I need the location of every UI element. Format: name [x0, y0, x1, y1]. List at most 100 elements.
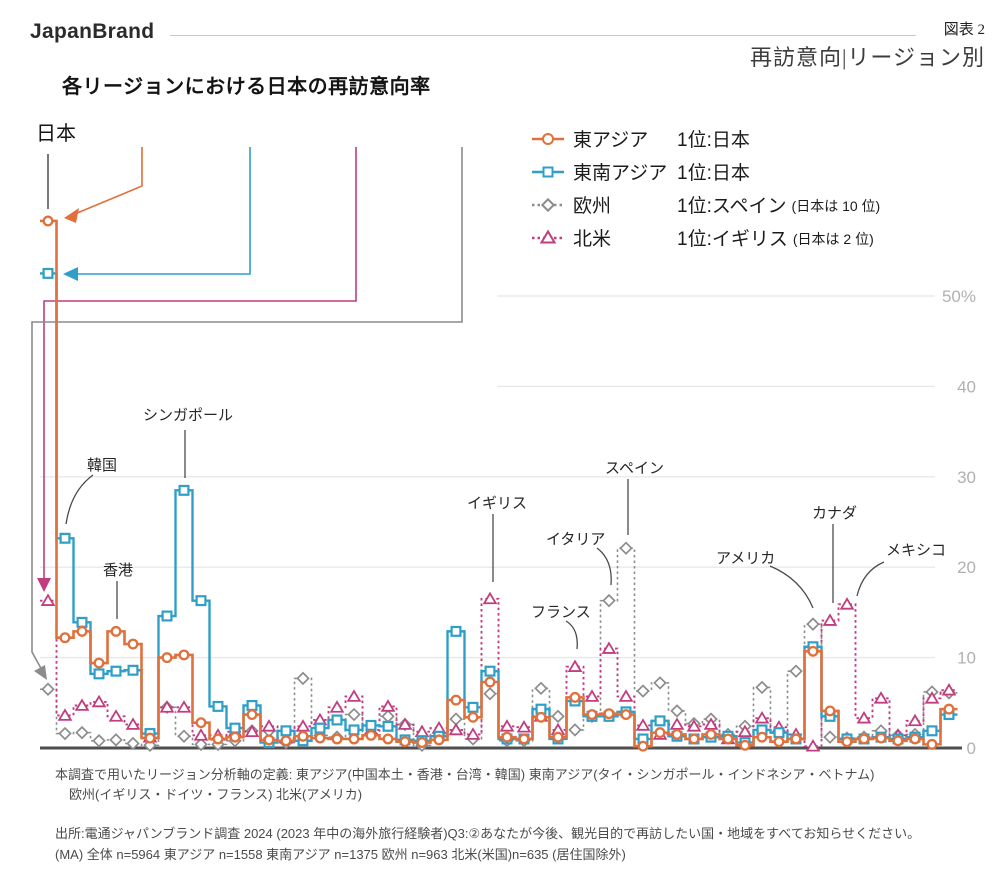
data-point-square [93, 668, 105, 680]
data-point-diamond [194, 737, 208, 752]
data-point-square [127, 664, 139, 676]
data-point-circle [144, 732, 156, 744]
country-annotation-label: イタリア [546, 531, 605, 548]
data-point-square [42, 267, 54, 279]
data-point-circle [263, 734, 275, 746]
callout-arrowhead [63, 267, 78, 281]
data-point-diamond [636, 684, 650, 698]
legend-rank-text: 1位:日本 [677, 130, 750, 151]
legend-region-label: 東南アジア [573, 163, 668, 184]
data-point-triangle [261, 719, 277, 732]
data-point-triangle [108, 709, 124, 722]
country-annotation-label: カナダ [812, 505, 857, 522]
data-point-triangle [57, 708, 73, 721]
data-point-circle [824, 705, 836, 717]
data-point-circle [450, 694, 462, 706]
country-annotation-label: アメリカ [716, 550, 775, 567]
data-point-circle [773, 736, 785, 748]
data-point-triangle [159, 700, 175, 713]
legend-rank-text: 1位:イギリス [677, 229, 788, 250]
source-note-line2: (MA) 全体 n=5964 東アジア n=1558 東南アジア n=1375 … [55, 847, 626, 862]
data-point-diamond [126, 736, 140, 751]
country-annotation-label: イギリス [467, 495, 527, 512]
data-point-diamond [670, 704, 684, 718]
data-point-circle [518, 733, 530, 745]
data-point-circle [943, 703, 955, 715]
country-annotation-label: 韓国 [87, 457, 117, 474]
figure-number-label: 図表 2 [943, 22, 985, 38]
data-point-triangle [91, 694, 107, 708]
data-point-triangle [669, 717, 685, 730]
data-point-diamond [789, 664, 803, 678]
data-point-triangle [295, 719, 311, 732]
data-point-circle [926, 738, 938, 750]
data-point-triangle [601, 641, 617, 654]
legend-region-label: 北米 [573, 229, 612, 250]
data-point-square [450, 625, 462, 637]
data-point-triangle [618, 689, 634, 702]
data-point-diamond [806, 617, 820, 631]
data-point-circle [671, 728, 683, 740]
data-point-square [246, 700, 258, 712]
data-point-square [926, 725, 938, 737]
data-point-square [110, 665, 122, 677]
y-axis-tick-label: 40 [957, 377, 976, 396]
data-point-triangle [244, 724, 260, 738]
callout-connector-line [43, 147, 357, 584]
data-point-diamond [653, 676, 667, 690]
data-point-diamond [41, 682, 55, 696]
data-point-circle [892, 735, 904, 747]
legend-region-label: 欧州 [573, 196, 612, 217]
data-point-triangle [703, 717, 719, 730]
data-point-circle [42, 215, 54, 227]
data-point-square [59, 532, 71, 544]
data-point-triangle [482, 591, 498, 605]
data-point-circle [229, 731, 241, 743]
country-annotation-label: シンガポール [143, 407, 233, 424]
data-point-triangle [907, 713, 923, 727]
triangle-dotted-line-icon [532, 229, 564, 243]
data-point-diamond [296, 671, 310, 686]
japan-value-badge-europe: 6.5 [447, 120, 477, 143]
data-point-triangle [839, 597, 855, 610]
annotation-leader-line [596, 547, 612, 586]
data-point-circle [909, 733, 921, 745]
country-annotation-label: フランス [531, 604, 591, 621]
data-point-circle [705, 728, 717, 740]
data-point-circle [688, 733, 700, 745]
data-point-square [76, 616, 88, 628]
data-point-diamond [58, 726, 72, 741]
data-point-circle [59, 632, 71, 644]
country-annotation-label: メキシコ [886, 542, 946, 559]
data-point-circle [161, 652, 173, 664]
legend: 東アジア 1位:日本 東南アジア 1位:日本 欧州 1位:スペイン (日本は 1… [531, 122, 880, 254]
data-point-circle [467, 711, 479, 723]
data-point-triangle [924, 691, 940, 704]
data-point-diamond [568, 723, 582, 737]
data-point-triangle [805, 739, 821, 752]
callout-arrowhead [64, 208, 79, 223]
data-point-triangle [941, 682, 957, 696]
series-line-東アジア [40, 219, 958, 748]
legend-row-southeast-asia: 東南アジア 1位:日本 [531, 155, 880, 188]
data-point-diamond [755, 680, 769, 695]
data-point-circle [331, 733, 343, 745]
data-point-circle [620, 709, 632, 721]
data-point-diamond [823, 730, 837, 744]
data-point-triangle [567, 659, 583, 672]
header-divider [170, 35, 916, 36]
data-point-square [161, 610, 173, 622]
data-point-diamond [534, 681, 548, 696]
data-point-diamond [619, 541, 633, 555]
circle-solid-line-icon [532, 132, 564, 145]
data-point-square [365, 719, 377, 731]
data-point-square [654, 715, 666, 727]
chart-title: 各リージョンにおける日本の再訪意向率 [62, 76, 431, 98]
annotation-leader-line [856, 561, 885, 597]
data-point-circle [399, 736, 411, 748]
data-point-diamond [449, 712, 463, 726]
data-point-triangle [176, 700, 192, 713]
annotation-leader-line [65, 474, 94, 525]
data-point-triangle [397, 717, 413, 730]
